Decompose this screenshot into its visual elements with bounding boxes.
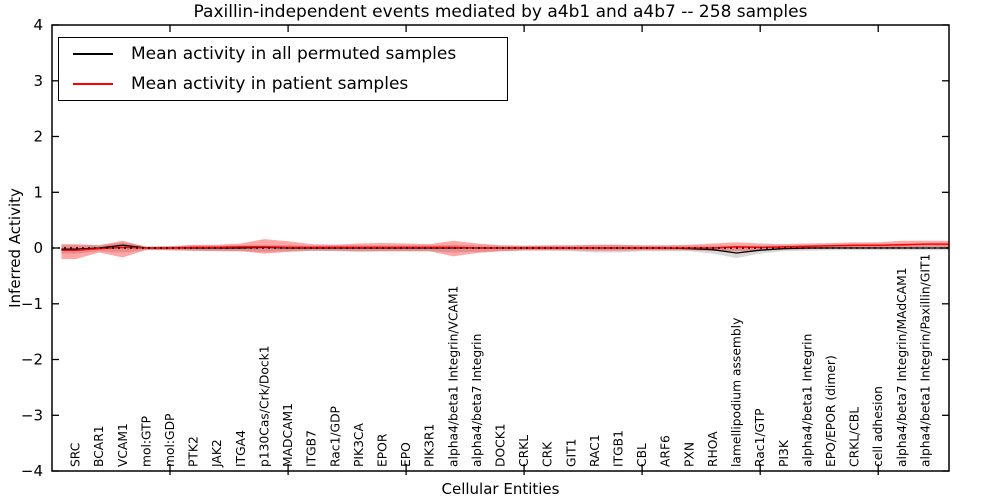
x-category-label: alpha4/beta7 Integrin/MAdCAM1: [895, 267, 909, 467]
x-category-label: alpha4/beta1 Integrin: [800, 334, 814, 467]
y-tick-label: −1: [21, 295, 43, 313]
permuted-line-swatch: [73, 53, 113, 55]
x-category-label: RAC1: [588, 434, 602, 467]
x-axis-label: Cellular Entities: [441, 480, 560, 498]
y-tick-label: −4: [21, 462, 43, 480]
legend-entry-patient: Mean activity in patient samples: [59, 70, 507, 98]
chart-title: Paxillin-independent events mediated by …: [193, 2, 808, 22]
x-category-label: PXN: [682, 442, 696, 467]
x-category-label: ITGB1: [612, 430, 626, 467]
x-category-label: alpha4/beta1 Integrin/VCAM1: [446, 286, 460, 467]
y-tick-label: −3: [21, 406, 43, 424]
x-category-label: ITGB7: [305, 430, 319, 467]
y-tick-label: 2: [33, 128, 43, 146]
x-category-label: CRK: [541, 441, 555, 467]
x-category-label: mol:GDP: [163, 414, 177, 467]
y-tick-label: 4: [33, 16, 43, 34]
legend-label-permuted: Mean activity in all permuted samples: [131, 44, 457, 64]
x-category-label: p130Cas/Crk/Dock1: [257, 345, 271, 467]
x-category-label: SRC: [69, 443, 83, 467]
x-category-label: BCAR1: [92, 425, 106, 467]
y-tick-label: −2: [21, 351, 43, 369]
x-category-label: PIK3CA: [352, 422, 366, 467]
y-tick-label: 0: [33, 239, 43, 257]
x-category-label: CRKL: [517, 435, 531, 467]
legend-entry-permuted: Mean activity in all permuted samples: [59, 40, 507, 68]
x-category-label: mol:GTP: [139, 416, 153, 467]
patient-line-swatch: [73, 83, 113, 85]
x-category-label: alpha4/beta1 Integrin/Paxillin/GIT1: [918, 254, 932, 467]
x-category-label: RHOA: [706, 431, 720, 467]
y-tick-label: 1: [33, 183, 43, 201]
x-category-label: EPOR: [376, 433, 390, 467]
y-tick-label: 3: [33, 72, 43, 90]
x-category-label: cell adhesion: [871, 386, 885, 467]
x-category-label: ARF6: [659, 435, 673, 467]
legend: Mean activity in all permuted samples Me…: [58, 37, 508, 101]
patient-band: [61, 239, 949, 260]
x-category-label: PTK2: [187, 436, 201, 467]
y-axis-label: Inferred Activity: [6, 188, 24, 308]
x-category-label: JAK2: [210, 439, 224, 468]
x-category-label: CRKL/CBL: [848, 407, 862, 467]
x-category-label: lamellipodium assembly: [730, 318, 744, 467]
x-category-label: PI3K: [777, 439, 791, 467]
x-category-label: EPO: [399, 442, 413, 467]
x-category-label: alpha4/beta7 Integrin: [470, 334, 484, 467]
patient-mean-line: [61, 243, 949, 251]
x-category-label: EPO/EPOR (dimer): [824, 355, 838, 467]
x-category-label: PIK3R1: [423, 424, 437, 467]
x-category-label: Rac1/GTP: [753, 408, 767, 467]
x-category-label: ITGA4: [234, 430, 248, 467]
x-category-label: VCAM1: [116, 423, 130, 467]
x-category-label: GIT1: [564, 439, 578, 468]
x-category-label: MADCAM1: [281, 403, 295, 467]
x-category-label: DOCK1: [494, 423, 508, 467]
x-category-label: CBL: [635, 443, 649, 467]
permuted-band: [61, 242, 949, 258]
legend-label-patient: Mean activity in patient samples: [131, 74, 409, 94]
x-category-label: Rac1/GDP: [328, 406, 342, 467]
